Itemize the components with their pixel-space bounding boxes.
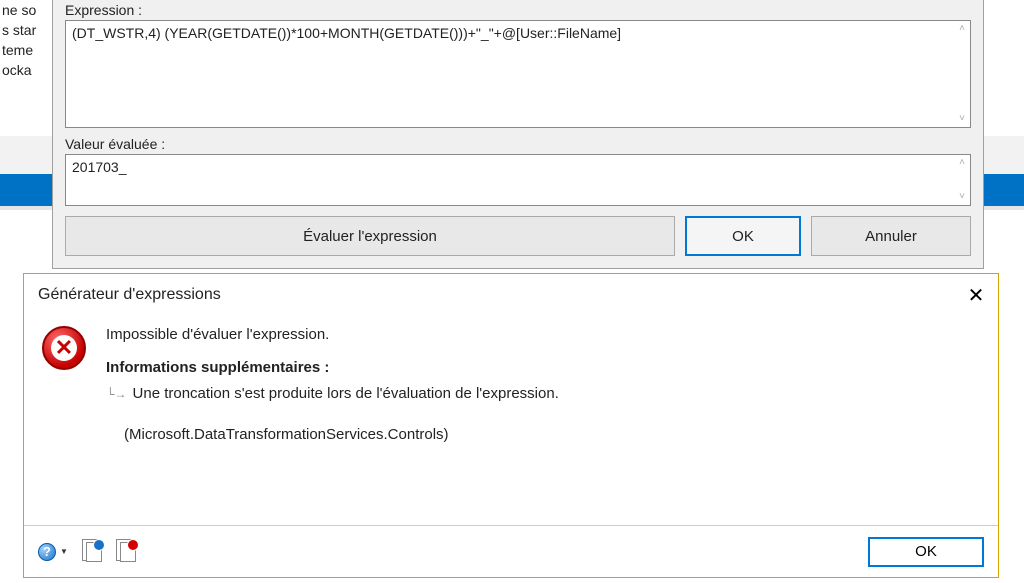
background-text: ne so s star teme ocka — [0, 0, 36, 80]
eval-scroll-down-icon[interactable]: ˅ — [956, 191, 968, 203]
builder-button-row: Évaluer l'expression OK Annuler — [65, 216, 971, 256]
error-detail: Une troncation s'est produite lors de l'… — [133, 383, 559, 406]
expression-textbox[interactable]: (DT_WSTR,4) (YEAR(GETDATE())*100+MONTH(G… — [65, 20, 971, 128]
error-main-message: Impossible d'évaluer l'expression. — [106, 324, 559, 347]
evaluated-label: Valeur évaluée : — [65, 136, 971, 152]
expr-scroll-up-icon[interactable]: ˄ — [956, 23, 968, 35]
error-dialog-body: ✕ Impossible d'évaluer l'expression. Inf… — [24, 316, 998, 525]
error-dialog: Générateur d'expressions ✕ ✕ Impossible … — [23, 273, 999, 578]
footer-icons: ? ▼ — [38, 542, 136, 562]
error-control-source: (Microsoft.DataTransformationServices.Co… — [106, 424, 559, 447]
close-icon[interactable]: ✕ — [964, 283, 988, 307]
error-text-block: Impossible d'évaluer l'expression. Infor… — [106, 324, 559, 525]
evaluated-textbox[interactable]: 201703_ ˄ ˅ — [65, 154, 971, 206]
ok-button[interactable]: OK — [685, 216, 801, 256]
evaluate-expression-button[interactable]: Évaluer l'expression — [65, 216, 675, 256]
error-ok-button[interactable]: OK — [868, 537, 984, 567]
eval-scroll-up-icon[interactable]: ˄ — [956, 157, 968, 169]
copy-icon[interactable] — [86, 542, 102, 562]
copy-error-icon[interactable] — [120, 542, 136, 562]
help-dropdown-icon[interactable]: ▼ — [60, 547, 68, 556]
expression-label: Expression : — [65, 2, 971, 18]
evaluated-value: 201703_ — [72, 159, 127, 175]
help-icon[interactable]: ? — [38, 543, 56, 561]
cancel-button[interactable]: Annuler — [811, 216, 971, 256]
error-supplementary-header: Informations supplémentaires : — [106, 357, 559, 380]
error-dialog-titlebar: Générateur d'expressions ✕ — [24, 274, 998, 316]
error-icon: ✕ — [42, 326, 86, 370]
expr-scroll-down-icon[interactable]: ˅ — [956, 113, 968, 125]
error-dialog-footer: ? ▼ OK — [24, 525, 998, 577]
expression-value: (DT_WSTR,4) (YEAR(GETDATE())*100+MONTH(G… — [72, 25, 621, 41]
expression-builder-panel: Expression : (DT_WSTR,4) (YEAR(GETDATE()… — [52, 0, 984, 269]
error-dialog-title: Générateur d'expressions — [38, 286, 221, 304]
tree-arrow-icon: └→ — [106, 383, 127, 403]
